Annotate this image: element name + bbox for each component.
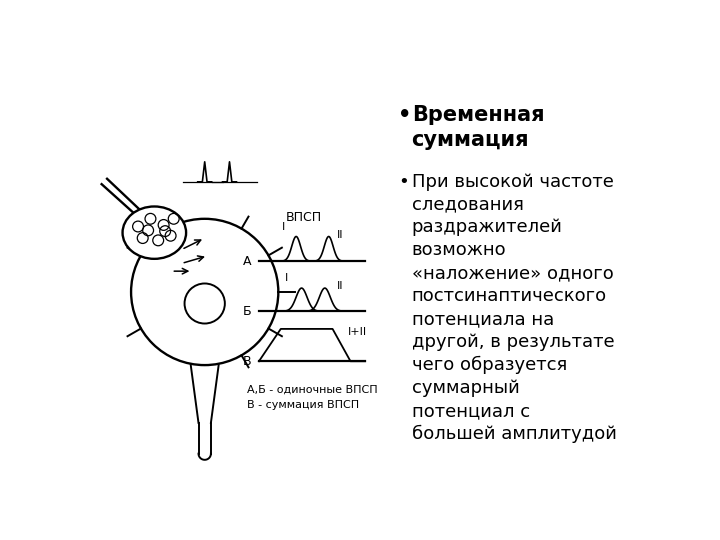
Text: I: I: [282, 222, 285, 232]
Text: ВПСП: ВПСП: [287, 211, 323, 224]
Text: Временная
суммация: Временная суммация: [412, 105, 544, 150]
Text: •: •: [398, 105, 412, 125]
Text: Б: Б: [243, 305, 251, 318]
Text: I: I: [284, 273, 288, 284]
Ellipse shape: [122, 206, 186, 259]
Text: •: •: [398, 173, 409, 191]
Text: II: II: [337, 230, 343, 240]
Text: I+II: I+II: [348, 327, 367, 337]
Text: А: А: [243, 255, 251, 268]
Text: При высокой частоте
следования
раздражителей
возможно
«наложение» одного
постсин: При высокой частоте следования раздражит…: [412, 173, 616, 443]
Text: II: II: [337, 281, 343, 291]
Text: А,Б - одиночные ВПСП: А,Б - одиночные ВПСП: [248, 384, 378, 394]
Text: В: В: [243, 355, 251, 368]
Text: В - суммация ВПСП: В - суммация ВПСП: [248, 400, 359, 410]
